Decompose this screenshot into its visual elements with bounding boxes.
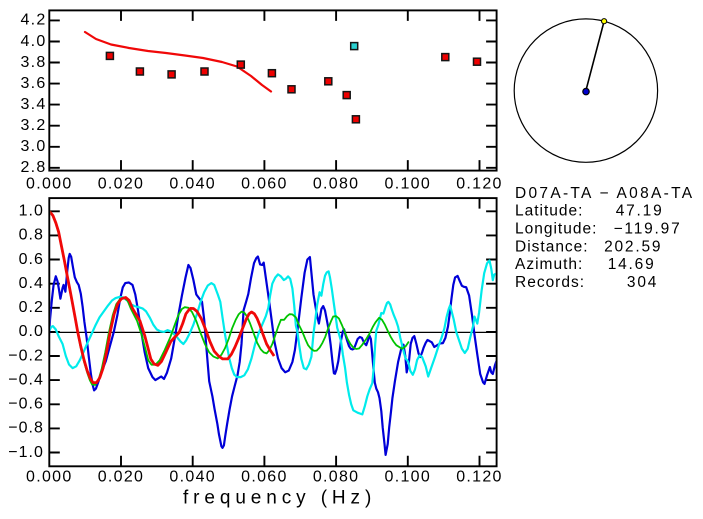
svg-text:0.040: 0.040 (169, 469, 216, 486)
svg-text:0.040: 0.040 (169, 176, 216, 193)
svg-text:0.8: 0.8 (19, 227, 44, 244)
svg-text:3.8: 3.8 (20, 54, 46, 71)
svg-text:4.2: 4.2 (20, 12, 46, 29)
svg-text:frequency (Hz): frequency (Hz) (183, 488, 376, 509)
svg-text:0.0: 0.0 (19, 323, 44, 340)
svg-text:0.100: 0.100 (385, 176, 432, 193)
svg-text:3.6: 3.6 (20, 75, 46, 92)
svg-text:0.120: 0.120 (456, 176, 503, 193)
svg-text:0.060: 0.060 (241, 469, 288, 486)
svg-text:0.100: 0.100 (385, 469, 432, 486)
svg-text:3.0: 3.0 (20, 138, 46, 155)
svg-text:0.4: 0.4 (19, 275, 44, 292)
svg-text:Records:: Records: (515, 274, 585, 291)
svg-text:D07A-TA − A08A-TA: D07A-TA − A08A-TA (515, 185, 694, 202)
svg-text:−1.0: −1.0 (8, 444, 44, 461)
svg-text:Longitude:: Longitude: (515, 221, 597, 238)
svg-text:0.120: 0.120 (456, 469, 503, 486)
svg-text:0.080: 0.080 (313, 176, 360, 193)
svg-text:4.0: 4.0 (20, 33, 46, 50)
svg-text:−119.97: −119.97 (614, 221, 682, 238)
svg-text:47.19: 47.19 (616, 203, 664, 220)
svg-text:0.6: 0.6 (19, 251, 44, 268)
svg-text:0.080: 0.080 (313, 469, 360, 486)
svg-text:0.2: 0.2 (19, 299, 44, 316)
svg-text:0.060: 0.060 (241, 176, 288, 193)
svg-text:−0.2: −0.2 (8, 347, 44, 364)
svg-text:−0.4: −0.4 (8, 371, 44, 388)
svg-text:3.4: 3.4 (20, 96, 46, 113)
svg-text:0.020: 0.020 (98, 469, 145, 486)
svg-text:3.2: 3.2 (20, 117, 46, 134)
svg-text:304: 304 (627, 274, 658, 291)
svg-text:−0.6: −0.6 (8, 396, 44, 413)
svg-text:Distance:: Distance: (515, 238, 589, 255)
svg-text:0.000: 0.000 (26, 469, 73, 486)
svg-text:2.8: 2.8 (20, 159, 46, 176)
svg-text:1.0: 1.0 (19, 203, 44, 220)
svg-text:−0.8: −0.8 (8, 420, 44, 437)
svg-text:Latitude:: Latitude: (515, 203, 583, 220)
svg-text:0.000: 0.000 (26, 176, 73, 193)
svg-text:0.020: 0.020 (98, 176, 145, 193)
svg-text:Azimuth:: Azimuth: (515, 256, 583, 273)
svg-text:202.59: 202.59 (604, 238, 662, 255)
svg-text:14.69: 14.69 (608, 256, 656, 273)
